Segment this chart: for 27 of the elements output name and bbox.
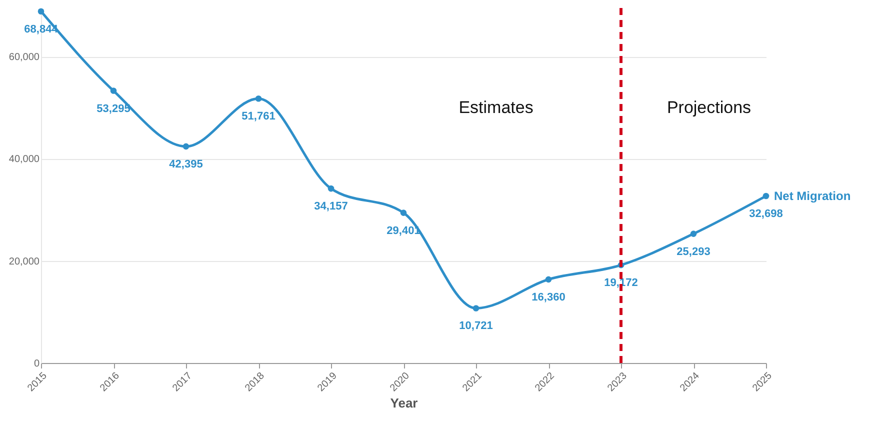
data-label: 19,172	[604, 277, 638, 290]
x-axis-title: Year	[390, 395, 418, 410]
point	[255, 95, 262, 102]
data-label: 42,395	[169, 158, 203, 170]
point	[38, 8, 44, 15]
point	[182, 143, 190, 150]
point	[690, 230, 697, 237]
data-label: 25,293	[676, 246, 710, 258]
data-label: 32,698	[749, 208, 783, 220]
y-tick-label: 0	[34, 358, 40, 370]
point	[472, 305, 480, 312]
data-label: 53,295	[96, 102, 130, 115]
annotation: Projections	[666, 98, 752, 117]
y-tick-label: 60,000	[8, 52, 40, 64]
data-label: 34,157	[314, 200, 348, 213]
point	[110, 88, 117, 94]
y-tick-label: 20,000	[8, 256, 40, 268]
y-tick-label: 40,000	[8, 154, 40, 166]
data-label: 16,360	[532, 291, 566, 304]
point	[762, 192, 770, 200]
point	[400, 210, 407, 216]
series-label: Net Migration	[774, 188, 851, 203]
point	[545, 276, 552, 283]
data-label: 51,761	[242, 110, 276, 123]
point	[328, 185, 334, 192]
data-label: 10,721	[459, 320, 493, 332]
annotation: Estimates	[458, 98, 534, 117]
